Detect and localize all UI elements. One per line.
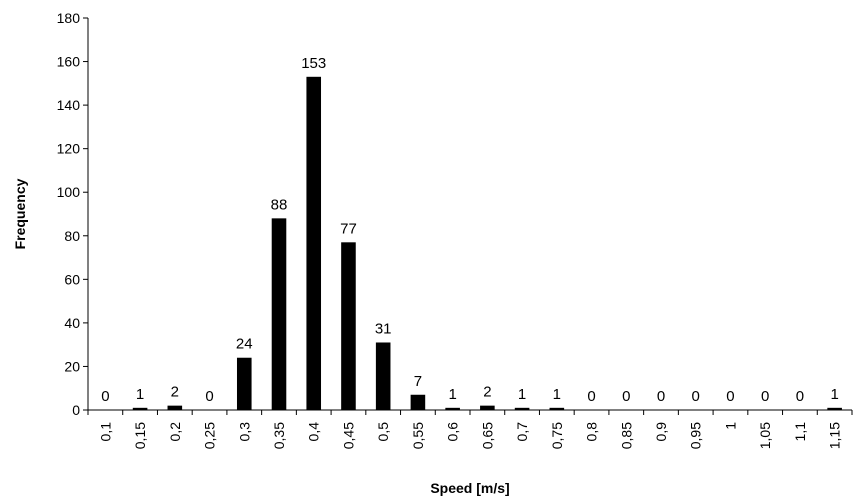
data-label: 153 xyxy=(301,55,326,72)
bar xyxy=(271,218,287,410)
bars-group xyxy=(132,76,842,411)
x-tick-label: 1,15 xyxy=(827,422,843,449)
bar xyxy=(514,407,530,410)
x-tick-label: 0,55 xyxy=(410,422,426,449)
y-axis-title: Frequency xyxy=(12,178,28,249)
data-label: 0 xyxy=(587,388,595,405)
bar xyxy=(445,407,460,410)
data-label: 1 xyxy=(830,386,838,403)
x-axis-ticks: 0,1 0,15 0,2 0,25 0,3 0,35 0,4 0,45 0,5 0,55 0,6 0,… xyxy=(87,410,853,449)
y-tick-label: 140 xyxy=(57,97,81,113)
bar xyxy=(167,405,183,410)
x-axis-title: Speed [m/s] xyxy=(430,480,509,496)
data-label: 0 xyxy=(622,388,630,405)
bar xyxy=(827,407,842,410)
y-tick-label: 0 xyxy=(72,402,80,418)
data-label: 0 xyxy=(657,388,665,405)
data-label: 88 xyxy=(271,196,288,213)
bar xyxy=(132,407,148,410)
data-label: 0 xyxy=(101,388,109,405)
data-label: 1 xyxy=(553,386,561,403)
y-tick-label: 120 xyxy=(57,141,81,157)
data-label: 0 xyxy=(796,388,804,405)
x-tick-label: 0,6 xyxy=(445,422,461,442)
x-tick-label: 0,9 xyxy=(653,422,669,442)
x-tick-label: 0,75 xyxy=(549,422,565,449)
x-tick-label: 1,05 xyxy=(757,422,773,449)
x-tick-label: 0,85 xyxy=(618,422,634,449)
bar xyxy=(480,405,495,410)
x-tick-label: 0,65 xyxy=(479,422,495,449)
x-tick-label: 0,1 xyxy=(97,422,113,442)
x-tick-label: 0,35 xyxy=(271,422,287,449)
x-tick-label: 0,7 xyxy=(514,422,530,442)
x-tick-label: 0,4 xyxy=(306,422,322,442)
y-tick-label: 160 xyxy=(57,54,81,70)
data-label: 7 xyxy=(414,373,422,390)
y-tick-label: 80 xyxy=(64,228,80,244)
bar xyxy=(306,76,322,411)
data-label: 0 xyxy=(761,388,769,405)
y-tick-label: 60 xyxy=(64,271,80,287)
x-tick-label: 0,15 xyxy=(132,422,148,449)
y-tick-label: 100 xyxy=(57,184,81,200)
x-tick-label: 0,45 xyxy=(340,422,356,449)
data-label: 77 xyxy=(340,220,357,237)
x-tick-label: 0,8 xyxy=(584,422,600,442)
y-tick-label: 40 xyxy=(64,315,80,331)
bar xyxy=(410,394,426,410)
data-labels-group: 0 1 2 0 24 88 153 77 31 7 1 2 1 1 0 0 0 0 0 0 0 1 xyxy=(101,55,839,405)
data-label: 0 xyxy=(205,388,213,405)
data-label: 2 xyxy=(483,384,491,401)
y-tick-label: 20 xyxy=(64,358,80,374)
y-tick-label: 180 xyxy=(57,10,81,26)
bar xyxy=(236,357,252,410)
x-tick-label: 0,95 xyxy=(688,422,704,449)
data-label: 24 xyxy=(236,336,253,353)
x-tick-label: 1,1 xyxy=(792,422,808,442)
bar xyxy=(375,342,391,410)
data-label: 1 xyxy=(518,386,526,403)
bar xyxy=(549,407,565,410)
y-axis-ticks: 0 20 40 60 80 100 120 140 160 180 xyxy=(57,10,88,418)
data-label: 1 xyxy=(136,386,144,403)
bar xyxy=(341,242,356,410)
data-label: 0 xyxy=(726,388,734,405)
x-tick-label: 0,5 xyxy=(375,422,391,442)
data-label: 1 xyxy=(448,386,456,403)
data-label: 0 xyxy=(692,388,700,405)
data-label: 31 xyxy=(375,320,392,337)
x-tick-label: 0,2 xyxy=(167,422,183,442)
x-tick-label: 1 xyxy=(722,422,738,430)
data-label: 2 xyxy=(171,384,179,401)
x-tick-label: 0,25 xyxy=(202,422,218,449)
x-tick-label: 0,3 xyxy=(236,422,252,442)
